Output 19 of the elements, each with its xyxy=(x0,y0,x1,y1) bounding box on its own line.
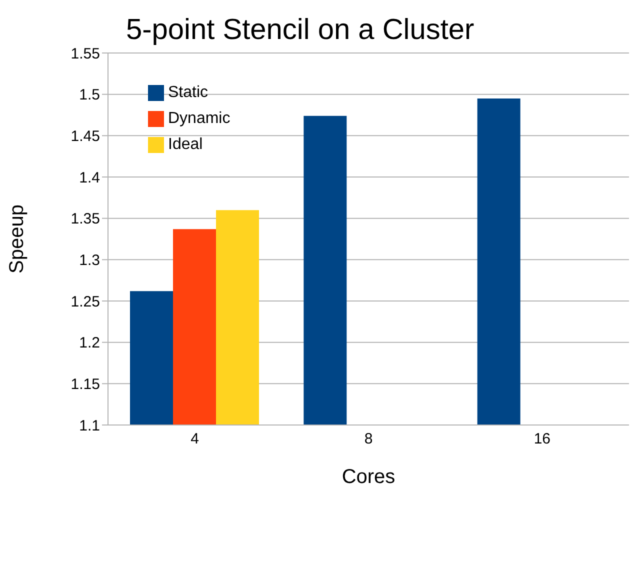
y-tick-label: 1.25 xyxy=(70,293,100,310)
y-tick-label: 1.2 xyxy=(79,334,100,352)
y-tick-label: 1.1 xyxy=(79,417,100,434)
x-tick-label: 4 xyxy=(190,430,200,448)
legend-label: Ideal xyxy=(168,136,203,153)
y-tick-label: 1.4 xyxy=(79,169,100,186)
y-tick-label: 1.35 xyxy=(70,210,100,228)
y-tick-label: 1.45 xyxy=(70,128,100,145)
chart-title: 5-point Stencil on a Cluster xyxy=(125,14,476,47)
y-tick-label: 1.3 xyxy=(79,252,100,269)
x-tick-label: 16 xyxy=(534,430,551,448)
y-tick-label: 1.15 xyxy=(70,376,100,393)
x-tick-label: 8 xyxy=(364,430,373,448)
x-axis-title: Cores xyxy=(342,466,396,488)
y-axis-title: Speeup xyxy=(6,204,28,274)
legend-label: Static xyxy=(168,84,208,101)
y-tick-label: 1.55 xyxy=(70,45,100,62)
legend-label: Dynamic xyxy=(168,110,230,127)
y-tick-label: 1.5 xyxy=(79,86,100,104)
